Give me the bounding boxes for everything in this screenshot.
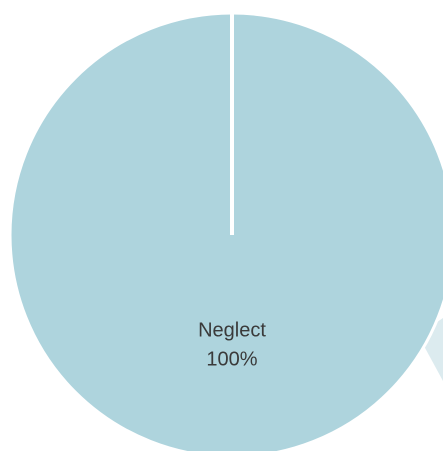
slice-value-label: 100% xyxy=(206,348,257,370)
slice-label: Neglect xyxy=(198,319,266,341)
pie-slice xyxy=(8,11,443,451)
